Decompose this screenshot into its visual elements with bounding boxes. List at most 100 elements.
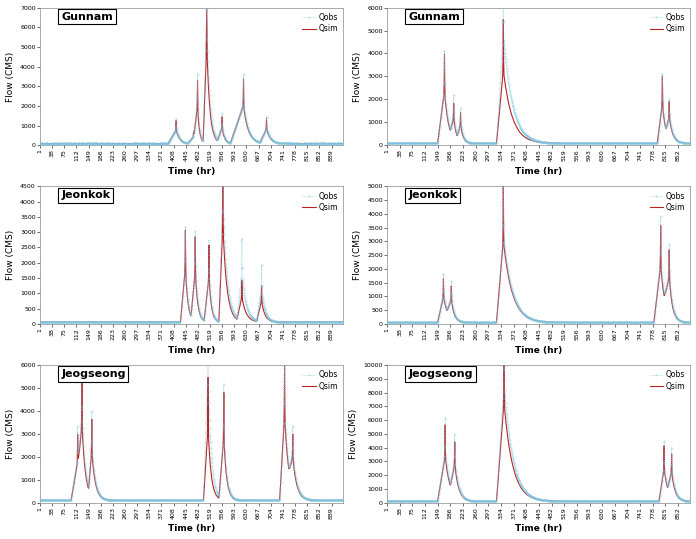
Qsim <box>129 497 137 504</box>
Qobs <box>275 319 283 325</box>
Qsim <box>539 319 548 325</box>
Legend: Qobs, Qsim: Qobs, Qsim <box>648 11 687 34</box>
Text: Jeonkok: Jeonkok <box>61 190 110 201</box>
Qobs <box>35 319 44 326</box>
Qobs <box>68 319 76 325</box>
Qsim <box>411 319 419 326</box>
Qobs <box>339 141 347 147</box>
Qsim <box>686 320 695 326</box>
Qobs <box>539 319 548 325</box>
X-axis label: Time (hr): Time (hr) <box>515 345 562 355</box>
Qobs <box>499 176 507 183</box>
Qsim <box>275 140 283 147</box>
Qobs <box>383 140 391 147</box>
Qobs <box>324 140 332 147</box>
Legend: Qobs, Qsim: Qobs, Qsim <box>301 369 340 392</box>
X-axis label: Time (hr): Time (hr) <box>168 524 215 534</box>
Qsim <box>50 497 58 503</box>
Qobs <box>275 497 283 503</box>
Qsim <box>535 496 543 503</box>
Qsim <box>339 497 347 504</box>
Qsim <box>539 497 548 503</box>
Legend: Qobs, Qsim: Qobs, Qsim <box>301 11 340 34</box>
Y-axis label: Flow (CMS): Flow (CMS) <box>349 409 358 459</box>
Qobs <box>50 319 58 325</box>
Qsim <box>324 497 332 503</box>
Line: Qsim: Qsim <box>387 186 690 323</box>
Text: Jeonkok: Jeonkok <box>409 190 457 201</box>
Qobs <box>557 497 566 504</box>
Legend: Qobs, Qsim: Qobs, Qsim <box>648 190 687 213</box>
Qobs <box>411 498 419 505</box>
Qobs <box>337 140 345 147</box>
Qobs <box>686 319 695 326</box>
Qsim <box>519 310 527 317</box>
Qsim <box>35 319 44 326</box>
Qsim <box>499 183 507 190</box>
Qsim <box>411 140 419 147</box>
Qsim <box>50 141 58 147</box>
Qobs <box>129 319 137 325</box>
Qobs <box>324 497 332 503</box>
Y-axis label: Flow (CMS): Flow (CMS) <box>6 409 15 459</box>
Qsim <box>68 495 76 502</box>
Qsim <box>203 4 211 11</box>
X-axis label: Time (hr): Time (hr) <box>168 345 215 355</box>
Qsim <box>35 141 44 147</box>
Qobs <box>68 495 76 501</box>
Qsim <box>519 132 527 139</box>
Qsim <box>280 362 289 368</box>
Qsim <box>499 16 507 23</box>
X-axis label: Time (hr): Time (hr) <box>515 167 562 176</box>
Line: Qobs: Qobs <box>40 179 344 323</box>
Qsim <box>411 498 419 505</box>
Line: Qsim: Qsim <box>40 365 343 501</box>
X-axis label: Time (hr): Time (hr) <box>168 167 215 176</box>
Qsim <box>383 498 391 505</box>
Qobs <box>337 497 345 503</box>
Qsim <box>557 140 566 147</box>
Line: Qobs: Qobs <box>40 358 344 501</box>
Qsim <box>129 141 137 147</box>
Qsim <box>219 183 227 190</box>
Qobs <box>339 319 347 326</box>
Qsim <box>535 318 543 324</box>
Qsim <box>275 497 283 504</box>
Qobs <box>587 140 596 147</box>
Text: Gunnam: Gunnam <box>61 12 113 22</box>
Qobs <box>129 497 137 503</box>
Qsim <box>337 141 345 147</box>
Line: Qsim: Qsim <box>40 8 343 144</box>
Line: Qsim: Qsim <box>387 365 690 501</box>
Qsim <box>500 362 508 368</box>
Qsim <box>519 487 527 494</box>
Line: Qobs: Qobs <box>387 1 691 144</box>
Qobs <box>519 485 527 491</box>
Legend: Qobs, Qsim: Qobs, Qsim <box>301 190 340 213</box>
Qsim <box>275 319 283 326</box>
Line: Qobs: Qobs <box>387 179 691 323</box>
Y-axis label: Flow (CMS): Flow (CMS) <box>6 51 15 101</box>
Qobs <box>383 320 391 326</box>
Qobs <box>35 497 44 504</box>
Qsim <box>557 498 566 505</box>
Qobs <box>68 140 76 147</box>
Qsim <box>383 320 391 326</box>
Qobs <box>383 498 391 505</box>
Qobs <box>535 496 543 502</box>
Text: Gunnam: Gunnam <box>409 12 460 22</box>
X-axis label: Time (hr): Time (hr) <box>515 524 562 534</box>
Qsim <box>324 319 332 326</box>
Text: Jeogseong: Jeogseong <box>409 369 473 379</box>
Qobs <box>539 497 548 503</box>
Text: Jeogseong: Jeogseong <box>61 369 126 379</box>
Qobs <box>275 140 283 146</box>
Qsim <box>68 319 76 326</box>
Qobs <box>411 319 419 326</box>
Qsim <box>383 141 391 147</box>
Qsim <box>68 141 76 147</box>
Qobs <box>337 319 345 325</box>
Qobs <box>557 319 566 326</box>
Qobs <box>539 139 548 146</box>
Line: Qsim: Qsim <box>40 186 343 322</box>
